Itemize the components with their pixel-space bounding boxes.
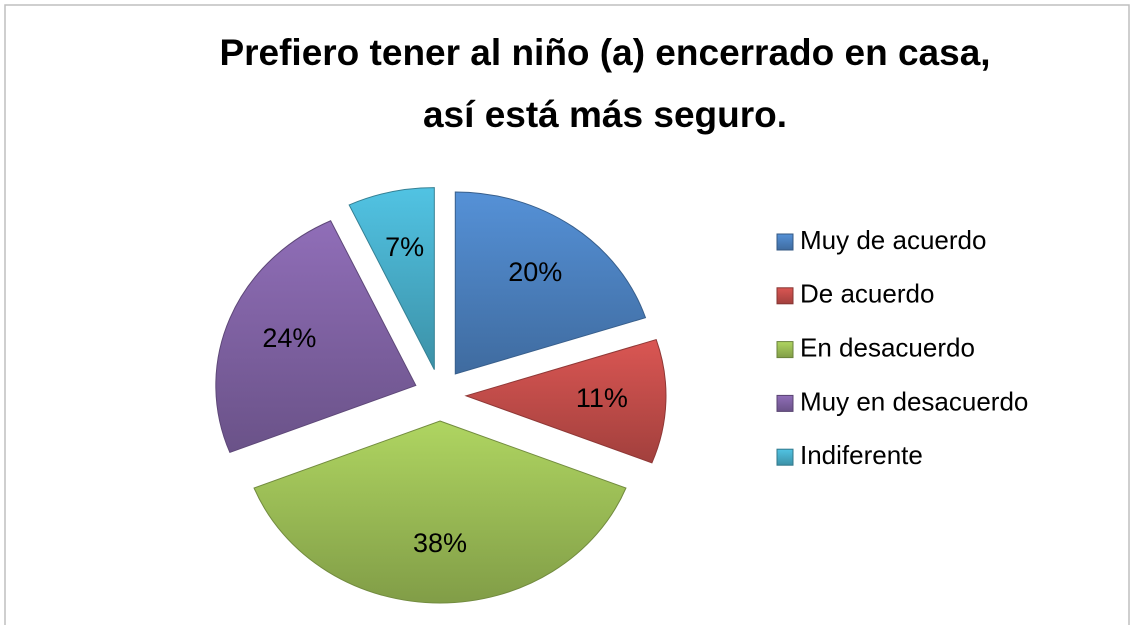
- legend-label: En desacuerdo: [800, 332, 975, 362]
- data-label: 11%: [576, 383, 628, 413]
- legend-swatch: [776, 448, 794, 466]
- legend-swatch: [776, 287, 794, 305]
- chart-title: así está más seguro.: [423, 94, 787, 135]
- legend-swatch: [776, 233, 794, 251]
- legend-swatch: [776, 341, 794, 359]
- pie-slice: [215, 220, 417, 454]
- pie-slice: [454, 191, 647, 375]
- data-label: 38%: [413, 528, 467, 558]
- data-label: 24%: [262, 323, 316, 353]
- data-label: 20%: [508, 257, 562, 287]
- pie-slice: [464, 338, 667, 464]
- legend-label: De acuerdo: [800, 279, 934, 309]
- pie-slice: [348, 187, 435, 370]
- legend-label: Indiferente: [800, 440, 923, 470]
- data-label: 7%: [385, 232, 424, 262]
- legend-label: Muy de acuerdo: [800, 225, 986, 255]
- legend-swatch: [776, 394, 794, 412]
- pie-slice: [253, 420, 627, 604]
- chart-title: Prefiero tener al niño (a) encerrado en …: [219, 32, 990, 73]
- legend-label: Muy en desacuerdo: [800, 386, 1028, 416]
